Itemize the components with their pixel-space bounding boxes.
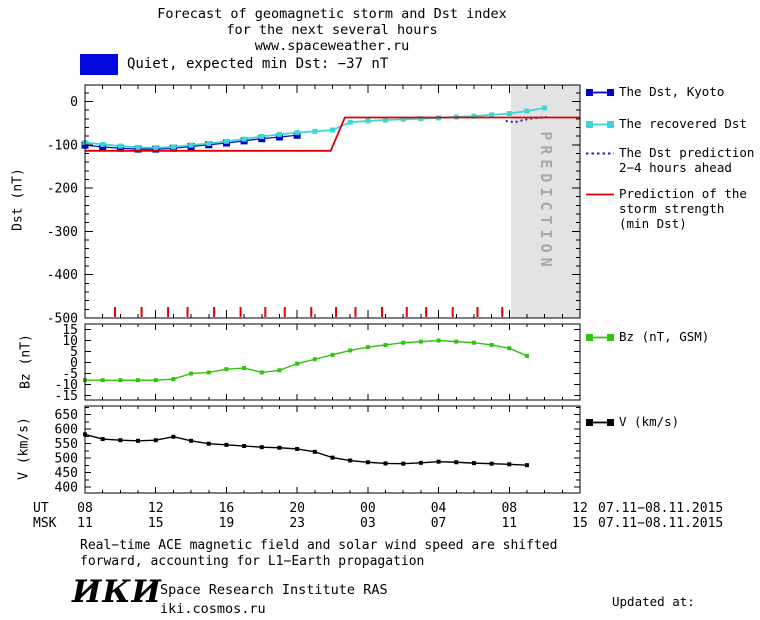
- msk-tick-label: 15: [148, 516, 164, 531]
- series-bz-nt-gsm: [83, 338, 529, 383]
- legend-label: Prediction of the storm strength (min Dst): [619, 186, 747, 231]
- msk-tick-label: 23: [289, 516, 305, 531]
- event-ticks: [114, 307, 504, 317]
- y-tick-label: -200: [47, 182, 78, 197]
- v-axis-label: V (km/s): [16, 417, 32, 480]
- y-tick-label: -5: [62, 367, 78, 382]
- square-line-icon: [586, 118, 614, 133]
- status-row: Quiet, expected min Dst: −37 nT: [80, 53, 388, 75]
- status-color-swatch: [80, 53, 118, 75]
- y-tick-label: -400: [47, 268, 78, 283]
- prediction-band: [511, 85, 580, 318]
- y-tick-label: -10: [55, 378, 78, 393]
- plot-frame: [84, 323, 581, 401]
- y-tick-label: 5: [70, 345, 78, 360]
- ut-label: UT: [33, 501, 49, 516]
- y-ticks: 0 -100 -200 -300 -400 -500: [47, 92, 580, 327]
- dst-axis-label: Dst (nT): [10, 168, 26, 231]
- x-ticks: [84, 324, 581, 400]
- y-tick-label: 450: [55, 466, 78, 481]
- msk-tick-label: 15: [572, 516, 588, 531]
- ut-tick-label: 16: [219, 501, 235, 516]
- series-v-km-s: [83, 432, 529, 468]
- ut-tick-label: 12: [572, 501, 588, 516]
- series-prediction-of-the-storm-strength-min-dst: [85, 116, 580, 152]
- y-tick-label: 650: [55, 408, 78, 423]
- spaceweather-link[interactable]: www.spaceweather.ru: [254, 38, 410, 54]
- ut-tick-label: 12: [148, 501, 164, 516]
- x-axis-labels: UT 08 12 16 20 00 04 08 12 07.11−08.11.2015 MSK 11 1…: [33, 501, 723, 531]
- solid-line-icon: [586, 188, 614, 231]
- msk-tick-label: 11: [501, 516, 517, 531]
- plot-frame: [84, 84, 581, 319]
- legend-item-bz-nt-gsm: Bz (nT, GSM): [586, 329, 709, 346]
- footer-line-2: forward, accounting for L1−Earth propaga…: [80, 554, 425, 569]
- legend-label: The recovered Dst: [619, 116, 747, 131]
- ut-tick-label: 08: [501, 501, 517, 516]
- series-the-recovered-dst: [82, 105, 548, 151]
- msk-label: MSK: [33, 516, 57, 531]
- msk-tick-label: 07: [431, 516, 447, 531]
- status-text: Quiet, expected min Dst: −37 nT: [127, 56, 389, 72]
- square-line-icon: [586, 331, 614, 346]
- square-line-icon: [586, 86, 614, 101]
- iki-logo: ИКИ: [72, 574, 162, 610]
- chart-legend: The Dst, Kyoto The recovered Dst The Dst p…: [586, 0, 760, 520]
- x-ticks: [84, 406, 581, 493]
- title-line-2: for the next several hours: [226, 22, 438, 38]
- ut-tick-label: 20: [289, 501, 305, 516]
- series-the-dst-kyoto: [81, 131, 301, 153]
- y-tick-label: 400: [55, 481, 78, 496]
- x-ticks: [84, 85, 581, 318]
- legend-label: V (km/s): [619, 414, 680, 429]
- footer-note: Real−time ACE magnetic field and solar w…: [80, 538, 557, 570]
- legend-label: The Dst, Kyoto: [619, 84, 725, 99]
- y-tick-label: 10: [62, 334, 78, 349]
- legend-item-v-km-s: V (km/s): [586, 414, 679, 431]
- legend-item-the-dst-kyoto: The Dst, Kyoto: [586, 84, 724, 101]
- msk-tick-label: 19: [219, 516, 235, 531]
- square-line-icon: [586, 416, 614, 431]
- footer-line-1: Real−time ACE magnetic field and solar w…: [80, 538, 558, 553]
- ut-daterange: 07.11−08.11.2015: [598, 501, 723, 516]
- y-tick-label: 600: [55, 423, 78, 438]
- y-tick-label: 15: [62, 323, 78, 338]
- legend-item-prediction-of-the: Prediction of the storm strength (min Dst): [586, 186, 747, 231]
- msk-daterange: 07.11−08.11.2015: [598, 516, 723, 531]
- iki-site-link[interactable]: iki.cosmos.ru: [160, 601, 266, 617]
- legend-label: Bz (nT, GSM): [619, 329, 710, 344]
- legend-item-the-recovered-dst: The recovered Dst: [586, 116, 747, 133]
- updated-label: Updated at:: [612, 594, 695, 609]
- legend-item-the-dst-prediction: The Dst prediction 2−4 hours ahead: [586, 145, 754, 175]
- title-line-1: Forecast of geomagnetic storm and Dst in…: [157, 6, 507, 22]
- dst-nt-chart-plot: PREDICTION 0 -100 -200 -300 -400 -500: [47, 84, 581, 327]
- ut-tick-label: 04: [431, 501, 447, 516]
- ut-tick-label: 00: [360, 501, 376, 516]
- page-title: Forecast of geomagnetic storm and Dst in…: [0, 6, 664, 54]
- plot-frame: [84, 405, 581, 494]
- y-tick-label: -100: [47, 138, 78, 153]
- prediction-band-label: PREDICTION: [537, 131, 555, 271]
- msk-tick-label: 11: [77, 516, 93, 531]
- y-tick-label: -300: [47, 225, 78, 240]
- legend-label: The Dst prediction 2−4 hours ahead: [619, 145, 755, 175]
- y-tick-label: 550: [55, 437, 78, 452]
- y-tick-label: 500: [55, 452, 78, 467]
- y-tick-label: 0: [70, 356, 78, 371]
- y-tick-label: -500: [47, 312, 78, 327]
- updated-block: Updated at: UT 08:04, 08.11.2015 MSK 11:…: [598, 562, 756, 620]
- ut-tick-label: 08: [77, 501, 93, 516]
- institute-name: Space Research Institute RAS: [160, 582, 388, 598]
- msk-tick-label: 03: [360, 516, 376, 531]
- y-tick-label: 0: [70, 95, 78, 110]
- dotted-line-icon: [586, 147, 614, 175]
- y-tick-label: -15: [55, 389, 78, 404]
